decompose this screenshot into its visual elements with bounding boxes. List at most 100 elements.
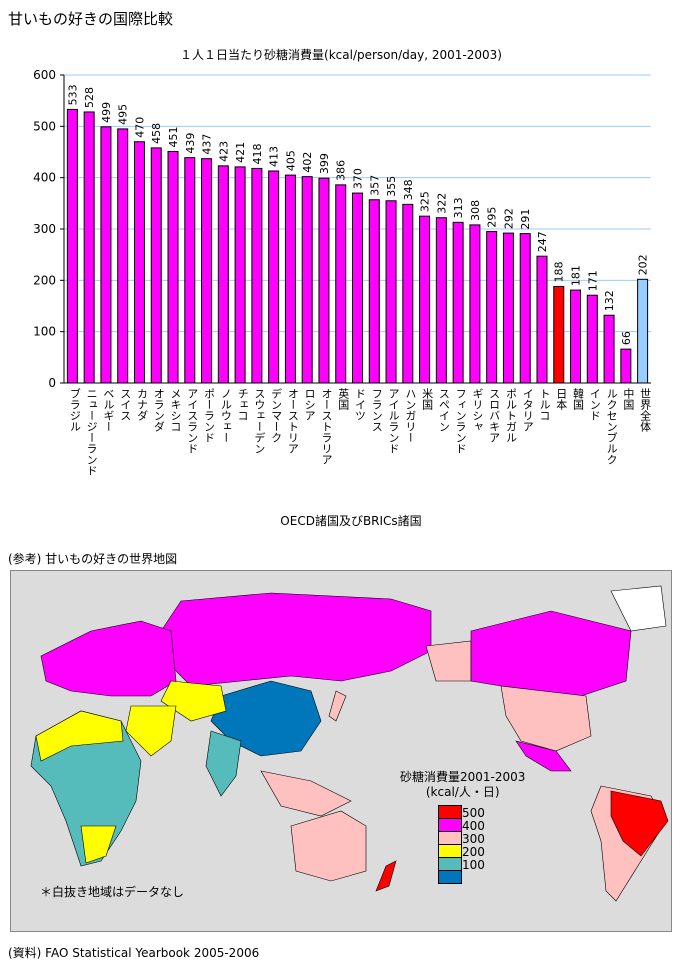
legend-title: 砂糖消費量2001-2003 (kcal/人・日) <box>400 770 525 800</box>
value-label: 405 <box>284 150 297 171</box>
source-note: (資料) FAO Statistical Yearbook 2005-2006 <box>8 946 260 960</box>
y-tick-label: 600 <box>33 68 56 82</box>
bar <box>117 128 129 384</box>
legend-label: 100 <box>462 858 485 872</box>
value-label: 437 <box>201 134 214 155</box>
value-label: 451 <box>167 126 180 147</box>
value-label: 325 <box>419 191 432 212</box>
value-label: 439 <box>184 133 197 154</box>
category-label: ポーランド <box>202 388 216 443</box>
value-label: 295 <box>486 207 499 228</box>
value-label: 181 <box>570 265 583 286</box>
legend-unit: (kcal/人・日) <box>425 785 500 799</box>
category-label: スペイン <box>437 388 451 432</box>
value-label: 348 <box>402 179 415 200</box>
bar <box>150 147 162 384</box>
category-label: トルコ <box>537 388 551 421</box>
category-label: カナダ <box>135 388 149 421</box>
value-label: 247 <box>536 231 549 252</box>
canada <box>470 610 632 697</box>
se-asia <box>260 770 352 817</box>
category-label: ギリシャ <box>470 388 484 432</box>
category-label: アイスランド <box>185 388 199 454</box>
alaska <box>425 640 472 682</box>
category-label: ニュージーランド <box>85 388 99 476</box>
value-label: 292 <box>502 208 515 229</box>
category-label: ベルギー <box>101 388 115 432</box>
bar <box>133 141 145 384</box>
japan <box>328 690 347 722</box>
bar <box>284 174 296 384</box>
value-label: 66 <box>620 331 633 345</box>
value-label: 402 <box>301 152 314 173</box>
bar <box>201 158 213 384</box>
legend-title-text: 砂糖消費量2001-2003 <box>400 770 526 784</box>
bar <box>536 255 548 384</box>
y-tick-label: 400 <box>33 171 56 185</box>
value-label: 132 <box>603 290 616 311</box>
map-note: ＊白抜き地域はデータなし <box>40 885 185 899</box>
central-asia <box>160 680 227 722</box>
value-label: 291 <box>519 209 532 230</box>
value-label: 313 <box>452 197 465 218</box>
bar <box>251 167 263 384</box>
bar <box>486 231 498 384</box>
category-label: メキシコ <box>169 388 182 432</box>
legend-swatch <box>438 870 462 884</box>
y-tick-label: 0 <box>48 376 56 390</box>
category-label: インド <box>588 388 602 421</box>
value-label: 423 <box>217 141 230 162</box>
value-label: 528 <box>83 87 96 108</box>
legend-label: 400 <box>462 819 485 833</box>
value-label: 499 <box>100 102 113 123</box>
category-label: 日本 <box>554 388 568 410</box>
bar <box>620 348 632 384</box>
value-label: 202 <box>637 254 650 275</box>
category-label: デンマーク <box>269 388 283 443</box>
bar <box>402 203 414 384</box>
bar <box>217 165 229 384</box>
mexico <box>515 740 572 772</box>
category-label: ポルトガル <box>504 388 518 443</box>
bar <box>502 232 514 384</box>
bar <box>368 199 380 384</box>
category-label: ハンガリー <box>403 388 417 443</box>
category-label: 米国 <box>420 388 434 410</box>
page-title: 甘いもの好きの国際比較 <box>8 10 174 28</box>
category-label: オーストリア <box>286 388 300 454</box>
bar <box>570 289 582 384</box>
category-label: ルクセンブルク <box>605 388 619 465</box>
category-label: アイルランド <box>387 388 401 454</box>
value-label: 188 <box>553 261 566 282</box>
bar <box>469 224 481 384</box>
legend-label: 200 <box>462 845 485 859</box>
category-label: スロバキア <box>487 388 501 443</box>
category-label: オーストラリア <box>319 388 333 465</box>
north-africa <box>35 710 124 762</box>
value-label: 308 <box>469 200 482 221</box>
bar <box>66 108 78 384</box>
bar <box>234 166 246 384</box>
value-label: 370 <box>352 168 365 189</box>
china <box>210 680 322 757</box>
value-label: 399 <box>318 153 331 174</box>
bar <box>167 150 179 384</box>
bar <box>435 217 447 384</box>
category-label: イタリア <box>521 388 535 432</box>
category-label: ノルウェー <box>219 388 233 443</box>
bar <box>352 192 363 384</box>
bar <box>83 111 95 384</box>
world-map-shapes <box>30 585 669 902</box>
bar <box>100 126 112 384</box>
value-label: 533 <box>66 84 79 105</box>
y-tick-label: 500 <box>33 119 56 133</box>
y-tick-label: 200 <box>33 273 56 287</box>
legend-label: 500 <box>462 806 485 820</box>
category-label: ブラジル <box>68 388 82 432</box>
russia <box>160 592 432 687</box>
y-tick-label: 300 <box>33 222 56 236</box>
y-tick-label: 100 <box>33 325 56 339</box>
bar <box>419 215 431 384</box>
value-label: 171 <box>586 270 599 291</box>
